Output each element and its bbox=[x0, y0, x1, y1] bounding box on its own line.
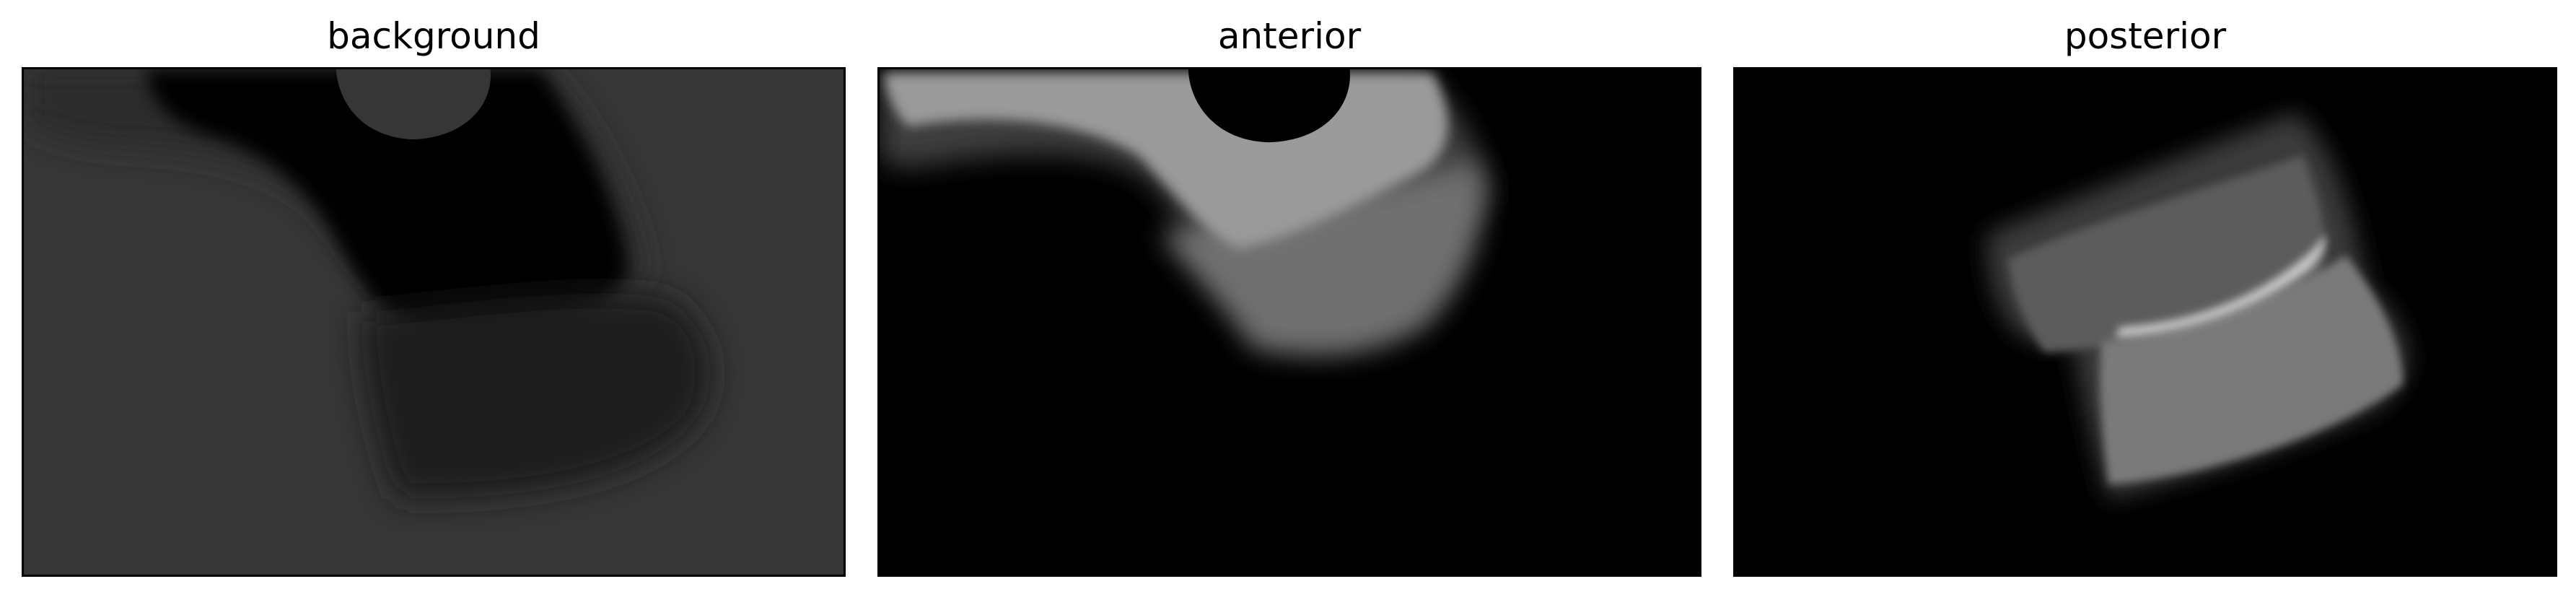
anterior-probability-map bbox=[880, 69, 1699, 575]
panel-image-background bbox=[22, 67, 846, 577]
panel-image-anterior bbox=[877, 67, 1701, 577]
panel-title-posterior: posterior bbox=[2064, 15, 2227, 57]
panel-title-anterior: anterior bbox=[1217, 15, 1362, 57]
posterior-probability-map bbox=[1735, 69, 2555, 575]
background-probability-map bbox=[24, 69, 844, 575]
panel-title-background: background bbox=[327, 15, 540, 57]
panel-image-posterior bbox=[1733, 67, 2557, 577]
